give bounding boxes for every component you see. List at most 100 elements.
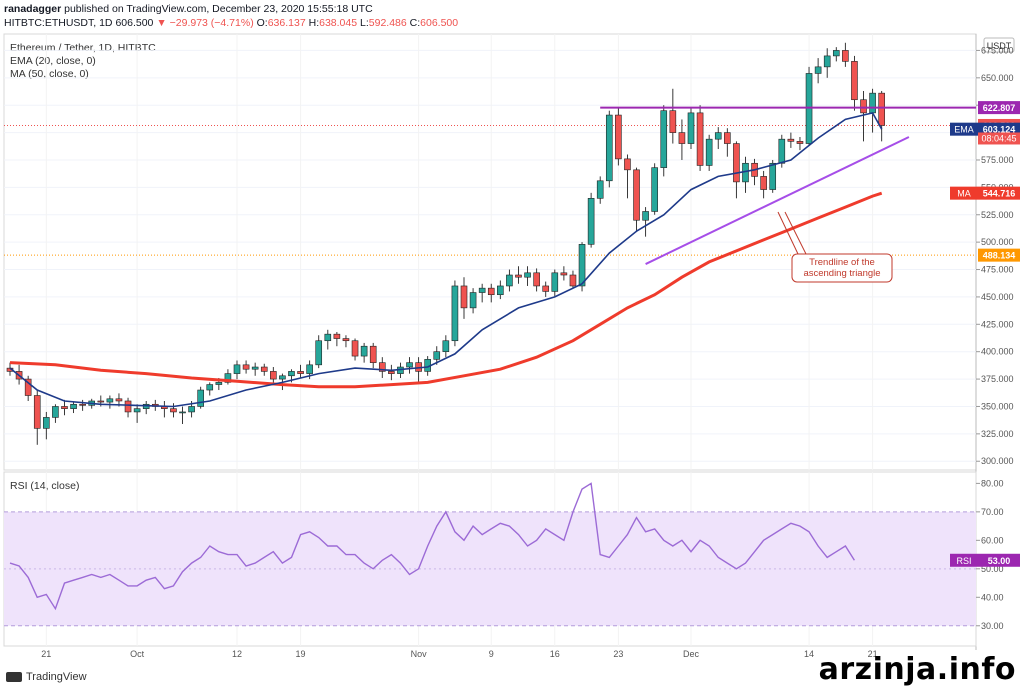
candle [43, 411, 50, 440]
candle [133, 404, 141, 423]
candle [714, 127, 722, 150]
callout-pointer [784, 211, 807, 255]
callout-pointer [777, 211, 799, 255]
candle-body [560, 272, 568, 276]
candle-body [360, 345, 368, 357]
time-tick-label: Dec [683, 649, 700, 659]
author-name[interactable]: ranadagger [4, 3, 62, 15]
candle-body [260, 366, 268, 372]
candle [660, 105, 668, 177]
candle-body [215, 382, 223, 385]
candle-body [242, 364, 250, 370]
candle [33, 390, 41, 445]
candle [624, 154, 631, 199]
price-tick-label: 575.000 [981, 155, 1014, 165]
tradingview-logo-icon [6, 672, 22, 682]
candle [469, 288, 477, 314]
candle-body [542, 285, 550, 292]
price-change: ▼ −29.973 (−4.71%) [156, 17, 254, 29]
candle [587, 192, 595, 248]
candle-body [478, 287, 486, 293]
candle-body [869, 92, 876, 114]
candle [460, 277, 468, 319]
countdown-box [978, 132, 1020, 145]
candle-body [633, 169, 640, 221]
candle-body [378, 362, 386, 372]
time-tick-label: 12 [232, 649, 242, 659]
candle [369, 342, 377, 369]
price-tick-label: 300.000 [981, 456, 1014, 466]
axis-tag-label: EMA [954, 125, 974, 135]
time-tick-label: 16 [550, 649, 560, 659]
candle [787, 132, 795, 148]
candle-body [696, 112, 704, 166]
candle [705, 134, 713, 171]
candle-body [487, 287, 495, 296]
candle [823, 48, 831, 78]
legend-rsi: RSI (14, close) [10, 480, 80, 492]
candle [451, 280, 459, 347]
rsi-group: RSI 53.00 [9, 482, 1020, 611]
rsi-tag-box [950, 553, 978, 567]
candle [270, 367, 277, 385]
time-tick-label: 21 [41, 649, 51, 659]
candle [724, 128, 731, 157]
candle [515, 266, 522, 284]
candle [633, 167, 640, 232]
candle-body [351, 340, 359, 357]
price-label-box [978, 101, 1020, 115]
candle [651, 163, 658, 215]
tradingview-logo[interactable]: TradingView [6, 671, 87, 683]
candle-body [288, 371, 295, 377]
candle [551, 269, 559, 297]
price-tick-label: 475.000 [981, 265, 1014, 275]
countdown-label: 08:04:45 [981, 133, 1016, 143]
callout-text: Trendline of the [809, 257, 875, 268]
candle-body [724, 132, 731, 144]
price-tick-label: 425.000 [981, 319, 1014, 329]
symbol-label: HITBTC:ETHUSDT, 1D [4, 17, 113, 29]
candle-body [79, 403, 86, 406]
time-tick-label: Oct [130, 649, 145, 659]
candle [124, 397, 132, 418]
axis-tag-box [950, 186, 978, 200]
candle-body [733, 143, 740, 183]
time-tick-label: 9 [489, 649, 494, 659]
candle [506, 269, 513, 292]
price-label-value: 603.124 [983, 125, 1016, 135]
callout-box [791, 253, 893, 283]
ema-20-line [9, 111, 883, 408]
candle [796, 136, 804, 151]
candle-body [106, 398, 114, 403]
candle [70, 402, 77, 414]
legend-ma: MA (50, close, 0) [10, 68, 89, 80]
candle [52, 404, 59, 423]
price-tick-label: 525.000 [981, 210, 1014, 220]
candle-body [760, 176, 767, 190]
rsi-tick-label: 70.00 [981, 507, 1004, 517]
candle [106, 395, 114, 409]
candle [596, 176, 604, 204]
candle [878, 90, 885, 142]
time-tick-label: 14 [804, 649, 814, 659]
candle-body [678, 132, 686, 144]
candle-body [524, 272, 531, 278]
candle-body [660, 110, 668, 168]
rsi-tick-label: 40.00 [981, 592, 1004, 602]
candle-body [342, 338, 350, 342]
candle-body [787, 138, 795, 142]
candle-body [860, 99, 867, 114]
price-tick-label: 450.000 [981, 292, 1014, 302]
candle-body [406, 362, 413, 368]
candle-body [188, 406, 195, 413]
time-tick-label: 23 [613, 649, 623, 659]
candle-body [642, 211, 649, 221]
ma-50-line [9, 191, 883, 389]
candle-body [851, 61, 858, 101]
axis-tag-box [950, 122, 978, 136]
candle [179, 406, 186, 424]
price-pane-frame [3, 33, 977, 471]
candle-body [796, 141, 804, 144]
